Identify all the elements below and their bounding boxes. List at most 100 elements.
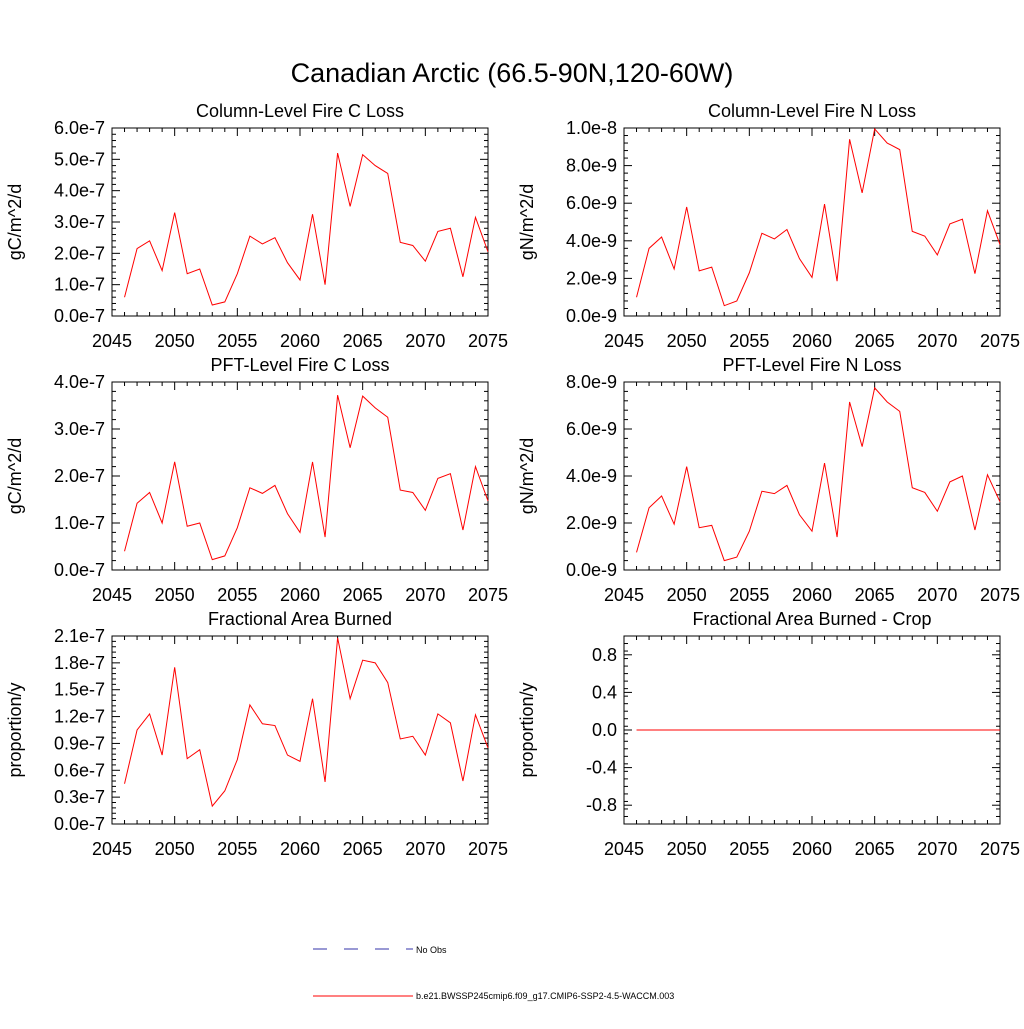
x-tick-label: 2065 (343, 585, 383, 605)
x-tick-label: 2050 (155, 331, 195, 351)
x-tick-label: 2050 (667, 585, 707, 605)
figure-title: Canadian Arctic (66.5-90N,120-60W) (291, 58, 734, 88)
y-tick-label: 2.0e-9 (566, 513, 617, 533)
legend-model-label: b.e21.BWSSP245cmip6.f09_g17.CMIP6-SSP2-4… (416, 991, 674, 1001)
x-tick-label: 2045 (92, 585, 132, 605)
x-tick-label: 2065 (855, 585, 895, 605)
plot-frame (623, 127, 1001, 317)
y-tick-label: 6.0e-9 (566, 193, 617, 213)
x-tick-label: 2050 (667, 839, 707, 859)
x-tick-label: 2070 (405, 585, 445, 605)
y-tick-label: 2.0e-7 (54, 243, 105, 263)
y-tick-label: 6.0e-9 (566, 419, 617, 439)
x-tick-label: 2075 (468, 331, 508, 351)
y-axis-label: gC/m^2/d (5, 184, 25, 260)
x-tick-label: 2075 (980, 331, 1020, 351)
x-tick-label: 2045 (604, 585, 644, 605)
y-tick-label: 6.0e-7 (54, 118, 105, 138)
chart-panel-1: Column-Level Fire C Loss gC/m^2/d 2045 2050… (5, 101, 508, 351)
chart-panel-5: Fractional Area Burned proportion/y 2045 20… (5, 609, 508, 859)
series-line (124, 152, 489, 306)
y-tick-label: 1.0e-7 (54, 275, 105, 295)
x-tick-label: 2050 (155, 585, 195, 605)
y-axis-label: gN/m^2/d (517, 184, 537, 260)
x-tick-label: 2070 (917, 839, 957, 859)
y-tick-label: 2.1e-7 (54, 626, 105, 646)
series-line (124, 637, 489, 808)
x-tick-label: 2050 (155, 839, 195, 859)
y-axis-label: proportion/y (517, 682, 537, 777)
x-tick-label: 2065 (855, 331, 895, 351)
y-tick-label: 0.0 (592, 720, 617, 740)
x-tick-label: 2055 (729, 585, 769, 605)
x-tick-label: 2060 (792, 331, 832, 351)
y-tick-label: 2.0e-7 (54, 466, 105, 486)
panel-title: Fractional Area Burned - Crop (692, 609, 931, 629)
x-tick-label: 2055 (217, 331, 257, 351)
series-line (636, 386, 1001, 562)
panel-title: PFT-Level Fire N Loss (722, 355, 901, 375)
y-tick-label: 3.0e-7 (54, 212, 105, 232)
y-tick-label: -0.4 (586, 758, 617, 778)
x-tick-label: 2055 (217, 839, 257, 859)
y-axis-label: gN/m^2/d (517, 438, 537, 514)
y-tick-label: 0.6e-7 (54, 760, 105, 780)
x-tick-label: 2075 (980, 839, 1020, 859)
legend: No Obs b.e21.BWSSP245cmip6.f09_g17.CMIP6… (313, 945, 674, 1001)
x-tick-label: 2045 (604, 331, 644, 351)
y-tick-label: 4.0e-9 (566, 231, 617, 251)
y-tick-label: -0.8 (586, 795, 617, 815)
x-tick-label: 2060 (792, 585, 832, 605)
chart-panel-4: PFT-Level Fire N Loss gN/m^2/d 2045 2050 205… (517, 355, 1020, 605)
x-tick-label: 2045 (604, 839, 644, 859)
plot-frame (111, 381, 489, 571)
x-tick-label: 2065 (855, 839, 895, 859)
panel-grid: Column-Level Fire C Loss gC/m^2/d 2045 2050… (5, 101, 1020, 859)
y-tick-label: 8.0e-9 (566, 372, 617, 392)
x-tick-label: 2070 (917, 585, 957, 605)
y-tick-label: 3.0e-7 (54, 419, 105, 439)
x-tick-label: 2060 (280, 839, 320, 859)
x-tick-label: 2055 (729, 839, 769, 859)
legend-obs-label: No Obs (416, 945, 447, 955)
y-tick-label: 0.0e-7 (54, 814, 105, 834)
y-axis-label: proportion/y (5, 682, 25, 777)
panel-title: PFT-Level Fire C Loss (210, 355, 389, 375)
x-tick-label: 2075 (468, 839, 508, 859)
x-tick-label: 2060 (280, 331, 320, 351)
x-tick-label: 2070 (405, 839, 445, 859)
plot-frame (623, 381, 1001, 571)
y-tick-label: 1.8e-7 (54, 653, 105, 673)
y-tick-label: 5.0e-7 (54, 149, 105, 169)
y-tick-label: 4.0e-7 (54, 372, 105, 392)
x-tick-label: 2070 (917, 331, 957, 351)
plot-frame (111, 127, 489, 317)
y-tick-label: 0.3e-7 (54, 787, 105, 807)
chart-panel-2: Column-Level Fire N Loss gN/m^2/d 2045 2050… (517, 101, 1020, 351)
y-tick-label: 0.0e-7 (54, 306, 105, 326)
y-tick-label: 4.0e-9 (566, 466, 617, 486)
chart-panel-3: PFT-Level Fire C Loss gC/m^2/d 2045 2050 205… (5, 355, 508, 605)
y-tick-label: 0.9e-7 (54, 733, 105, 753)
y-tick-label: 1.5e-7 (54, 680, 105, 700)
y-tick-label: 1.0e-7 (54, 513, 105, 533)
panel-title: Column-Level Fire C Loss (196, 101, 404, 121)
x-tick-label: 2065 (343, 839, 383, 859)
x-tick-label: 2075 (468, 585, 508, 605)
y-tick-label: 0.4 (592, 682, 617, 702)
chart-panel-6: Fractional Area Burned - Crop proportion/… (517, 609, 1020, 859)
y-tick-label: 0.0e-9 (566, 560, 617, 580)
x-tick-label: 2060 (792, 839, 832, 859)
series-line (124, 395, 489, 561)
y-tick-label: 0.0e-9 (566, 306, 617, 326)
panel-title: Column-Level Fire N Loss (708, 101, 916, 121)
x-tick-label: 2045 (92, 839, 132, 859)
plot-frame (111, 635, 489, 825)
y-axis-label: gC/m^2/d (5, 438, 25, 514)
x-tick-label: 2065 (343, 331, 383, 351)
y-tick-label: 4.0e-7 (54, 181, 105, 201)
x-tick-label: 2070 (405, 331, 445, 351)
x-tick-label: 2075 (980, 585, 1020, 605)
